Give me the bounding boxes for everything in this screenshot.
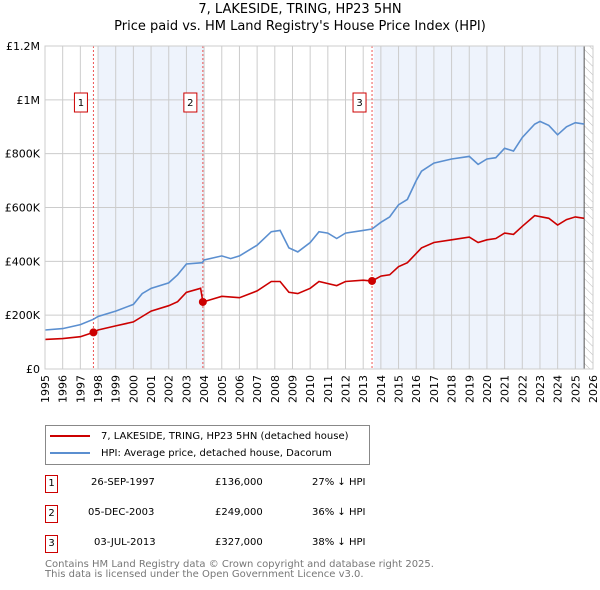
y-tick-label: £800K [5, 148, 41, 161]
x-tick-label: 2014 [375, 375, 388, 403]
x-tick-label: 2008 [269, 375, 282, 403]
x-tick-label: 2001 [145, 375, 158, 403]
y-tick-label: £1M [17, 94, 41, 107]
x-tick-label: 2007 [251, 375, 264, 403]
sale-row: 1 26-SEP-1997 £136,000 27% ↓ HPI [45, 475, 545, 493]
legend: 7, LAKESIDE, TRING, HP23 5HN (detached h… [45, 425, 370, 465]
sale-date: 03-JUL-2013 [94, 537, 156, 548]
sale-row: 3 03-JUL-2013 £327,000 38% ↓ HPI [45, 535, 545, 553]
y-tick-label: £600K [5, 202, 41, 215]
sale-label: 2 [187, 98, 193, 109]
y-tick-label: £1.2M [6, 40, 40, 53]
sale-marker: 3 [45, 535, 58, 553]
x-tick-label: 2013 [357, 375, 370, 403]
x-tick-label: 1997 [74, 375, 87, 403]
sale-price: £327,000 [215, 537, 263, 548]
y-tick-label: £400K [5, 255, 41, 268]
legend-swatch [50, 435, 90, 437]
x-tick-label: 2000 [127, 375, 140, 403]
sale-date: 26-SEP-1997 [91, 477, 155, 488]
x-tick-label: 2006 [233, 375, 246, 403]
series-line [44, 214, 585, 341]
series-line [44, 120, 585, 331]
x-tick-label: 2021 [499, 375, 512, 403]
sale-point [89, 328, 98, 337]
legend-label: HPI: Average price, detached house, Daco… [101, 447, 332, 459]
sale-label-box [73, 92, 88, 113]
legend-label: 7, LAKESIDE, TRING, HP23 5HN (detached h… [101, 430, 349, 442]
x-tick-label: 2003 [180, 375, 193, 403]
sale-marker: 2 [45, 505, 58, 523]
x-tick-label: 2026 [587, 375, 600, 403]
x-tick-label: 1995 [39, 375, 52, 403]
sale-point [198, 297, 207, 306]
x-tick-label: 2023 [534, 375, 547, 403]
sale-point [368, 276, 377, 285]
plot-border [44, 45, 594, 370]
x-tick-label: 2010 [304, 375, 317, 403]
x-tick-label: 2002 [163, 375, 176, 403]
sale-hpi-diff: 36% ↓ HPI [312, 507, 366, 518]
sale-label-box [352, 92, 367, 113]
x-tick-label: 1998 [92, 375, 105, 403]
x-tick-label: 2019 [463, 375, 476, 403]
x-tick-label: 2024 [552, 375, 565, 403]
x-tick-label: 2022 [516, 375, 529, 403]
sale-hpi-diff: 38% ↓ HPI [312, 537, 366, 548]
chart-subtitle: Price paid vs. HM Land Registry's House … [114, 19, 486, 34]
footer-line: Contains HM Land Registry data © Crown c… [45, 559, 434, 570]
x-tick-label: 2011 [322, 375, 335, 403]
x-tick-label: 2016 [410, 375, 423, 403]
sale-date: 05-DEC-2003 [88, 507, 155, 518]
x-tick-label: 2017 [428, 375, 441, 403]
sale-label-box [183, 92, 198, 113]
y-tick-label: £0 [26, 363, 40, 376]
x-tick-label: 2012 [340, 375, 353, 403]
sale-row: 2 05-DEC-2003 £249,000 36% ↓ HPI [45, 505, 545, 523]
x-tick-label: 2018 [446, 375, 459, 403]
x-tick-label: 2004 [198, 375, 211, 403]
chart: 1995 1996 1997 1998 1999 2000 2001 2002 2003 2004… [5, 40, 600, 403]
legend-swatch [50, 452, 90, 454]
x-tick-label: 2020 [481, 375, 494, 403]
sale-label: 1 [78, 98, 84, 109]
sale-price: £136,000 [215, 477, 263, 488]
x-tick-label: 2015 [393, 375, 406, 403]
footer-line: This data is licensed under the Open Gov… [45, 569, 364, 580]
y-tick-label: £200K [5, 309, 41, 322]
legend-item-hpi: HPI: Average price, detached house, Daco… [50, 445, 332, 461]
x-tick-label: 2009 [286, 375, 299, 403]
x-tick-label: 2025 [569, 375, 582, 403]
footer: Contains HM Land Registry data © Crown c… [45, 560, 434, 580]
x-tick-label: 1999 [110, 375, 123, 403]
sale-hpi-diff: 27% ↓ HPI [312, 477, 366, 488]
x-tick-label: 1996 [57, 375, 70, 403]
x-tick-label: 2005 [216, 375, 229, 403]
sale-price: £249,000 [215, 507, 263, 518]
sale-label: 3 [356, 98, 362, 109]
chart-title: 7, LAKESIDE, TRING, HP23 5HN [198, 2, 402, 17]
legend-item-property: 7, LAKESIDE, TRING, HP23 5HN (detached h… [50, 428, 349, 444]
sale-marker: 1 [45, 475, 58, 493]
